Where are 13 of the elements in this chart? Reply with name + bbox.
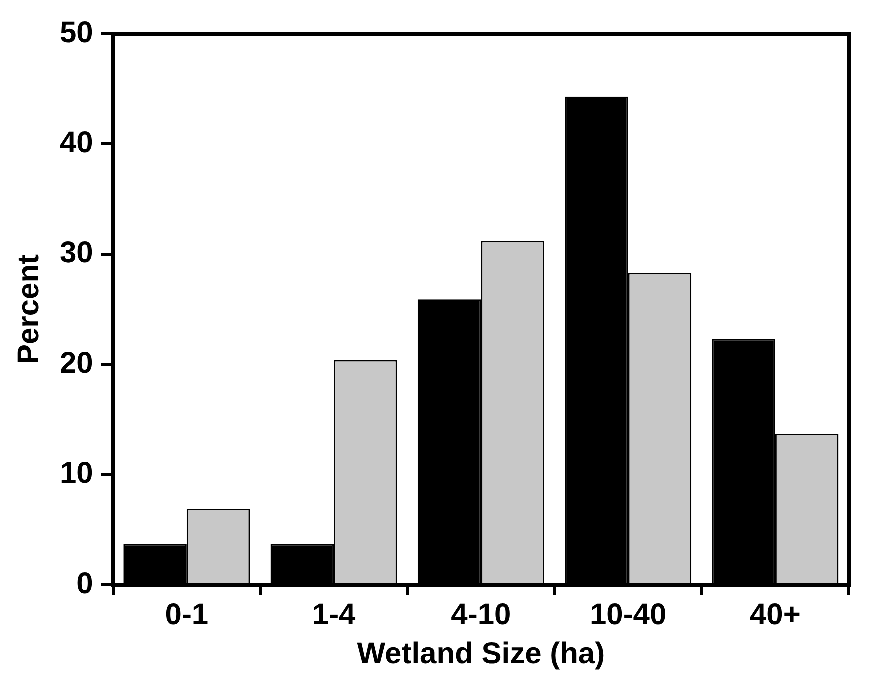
x-tick-label: 0-1: [165, 598, 209, 632]
x-tick-label: 4-10: [451, 598, 512, 632]
y-axis-title: Percent: [12, 254, 46, 365]
y-tick-label: 10: [60, 457, 94, 490]
y-tick-label: 30: [60, 236, 94, 270]
x-tick-label: 40+: [750, 598, 801, 632]
y-tick-label: 50: [60, 16, 94, 50]
x-tick-label: 1-4: [312, 598, 356, 632]
x-tick-label: 10-40: [590, 598, 667, 632]
y-tick-label: 0: [76, 567, 94, 600]
y-tick-label: 20: [60, 346, 94, 380]
y-tick-label: 40: [60, 126, 94, 160]
x-axis-title: Wetland Size (ha): [357, 637, 606, 670]
